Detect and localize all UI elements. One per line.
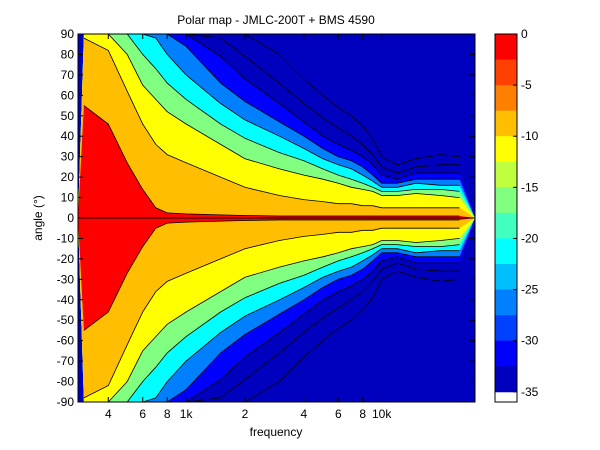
plot-area — [78, 34, 475, 402]
y-tick-label: -40 — [57, 293, 75, 307]
colorbar-segment — [495, 34, 517, 61]
x-axis-ticks: 4 6 8 1k 2 4 6 8 10k — [105, 34, 392, 421]
colorbar-segment — [495, 264, 517, 291]
colorbar-segment — [495, 289, 517, 316]
contour-line — [83, 256, 460, 402]
y-tick-label: 70 — [61, 68, 75, 82]
x-tick-label: 4 — [105, 407, 112, 421]
contour-line — [83, 219, 460, 331]
colorbar-segment — [495, 238, 517, 265]
y-tick-label: -20 — [57, 252, 75, 266]
y-tick-label: -70 — [57, 354, 75, 368]
contour-line — [83, 34, 460, 192]
y-tick-label: 30 — [61, 150, 75, 164]
contour-line — [83, 34, 460, 184]
colorbar-tick-label: -10 — [521, 129, 539, 143]
contour-band — [78, 218, 475, 331]
contour-line — [83, 262, 460, 402]
contour-band — [78, 218, 475, 398]
contour-line — [83, 34, 460, 174]
colorbar-segment — [495, 212, 517, 239]
colorbar-tick-label: -25 — [521, 283, 539, 297]
contour-line — [83, 34, 460, 180]
colorbar-segment — [495, 59, 517, 86]
contour-fills — [78, 34, 475, 402]
x-tick-label: 1k — [180, 407, 194, 421]
y-tick-label: 40 — [61, 129, 75, 143]
colorbar-segment — [495, 136, 517, 163]
colorbar-segment — [495, 187, 517, 214]
y-tick-label: -90 — [57, 395, 75, 409]
x-axis-label: frequency — [250, 425, 303, 439]
y-tick-label: 90 — [61, 27, 75, 41]
colorbar-ticks: 0 -5 -10 -15 -20 -25 -30 -35 — [513, 27, 539, 399]
y-tick-label: 20 — [61, 170, 75, 184]
colorbar-tick-label: -35 — [521, 385, 539, 399]
colorbar-segment — [495, 85, 517, 112]
x-tick-label: 4 — [301, 407, 308, 421]
contour-band — [78, 105, 475, 218]
y-tick-label: -60 — [57, 334, 75, 348]
y-tick-label: 0 — [67, 211, 74, 225]
colorbar-segment — [495, 340, 517, 367]
colorbar-segment — [495, 366, 517, 393]
x-tick-label: 6 — [335, 407, 342, 421]
x-tick-label: 8 — [164, 407, 171, 421]
chart-title: Polar map - JMLC-200T + BMS 4590 — [177, 13, 375, 27]
contour-line — [83, 34, 460, 198]
y-tick-label: 80 — [61, 47, 75, 61]
colorbar-tick-label: -5 — [521, 78, 532, 92]
contour-line — [83, 34, 460, 166]
colorbar-tick-label: -30 — [521, 334, 539, 348]
contour-line — [83, 270, 460, 402]
x-tick-label: 2 — [242, 407, 249, 421]
colorbar-segment — [495, 315, 517, 342]
contour-line — [83, 248, 460, 402]
y-tick-label: 10 — [61, 191, 75, 205]
contour-line — [83, 252, 460, 402]
x-tick-label: 10k — [372, 407, 392, 421]
colorbar-tick-label: 0 — [521, 27, 528, 41]
colorbar-segment — [495, 161, 517, 188]
contour-band — [78, 38, 475, 218]
y-axis-label: angle (°) — [31, 195, 45, 241]
contour-line — [83, 37, 460, 209]
y-tick-label: -50 — [57, 313, 75, 327]
colorbar-frame — [494, 33, 518, 403]
colorbar-tick-label: -20 — [521, 231, 539, 245]
y-axis-ticks: 90 80 70 60 50 40 30 20 10 0 -10 -20 -30 -40 -50 -60 -70… — [57, 27, 475, 409]
contour-line — [83, 227, 460, 399]
x-tick-label: 8 — [359, 407, 366, 421]
x-tick-label: 6 — [139, 407, 146, 421]
contour-line — [83, 238, 460, 402]
y-tick-label: -10 — [57, 231, 75, 245]
colorbar — [495, 34, 517, 393]
y-tick-label: -30 — [57, 272, 75, 286]
contour-lines — [78, 34, 475, 402]
y-tick-label: 60 — [61, 88, 75, 102]
colorbar-segment — [495, 110, 517, 137]
contour-line — [83, 34, 460, 188]
contour-line — [83, 244, 460, 402]
y-tick-label: 50 — [61, 109, 75, 123]
colorbar-tick-label: -15 — [521, 180, 539, 194]
y-tick-label: -80 — [57, 375, 75, 389]
contour-line — [83, 105, 460, 217]
